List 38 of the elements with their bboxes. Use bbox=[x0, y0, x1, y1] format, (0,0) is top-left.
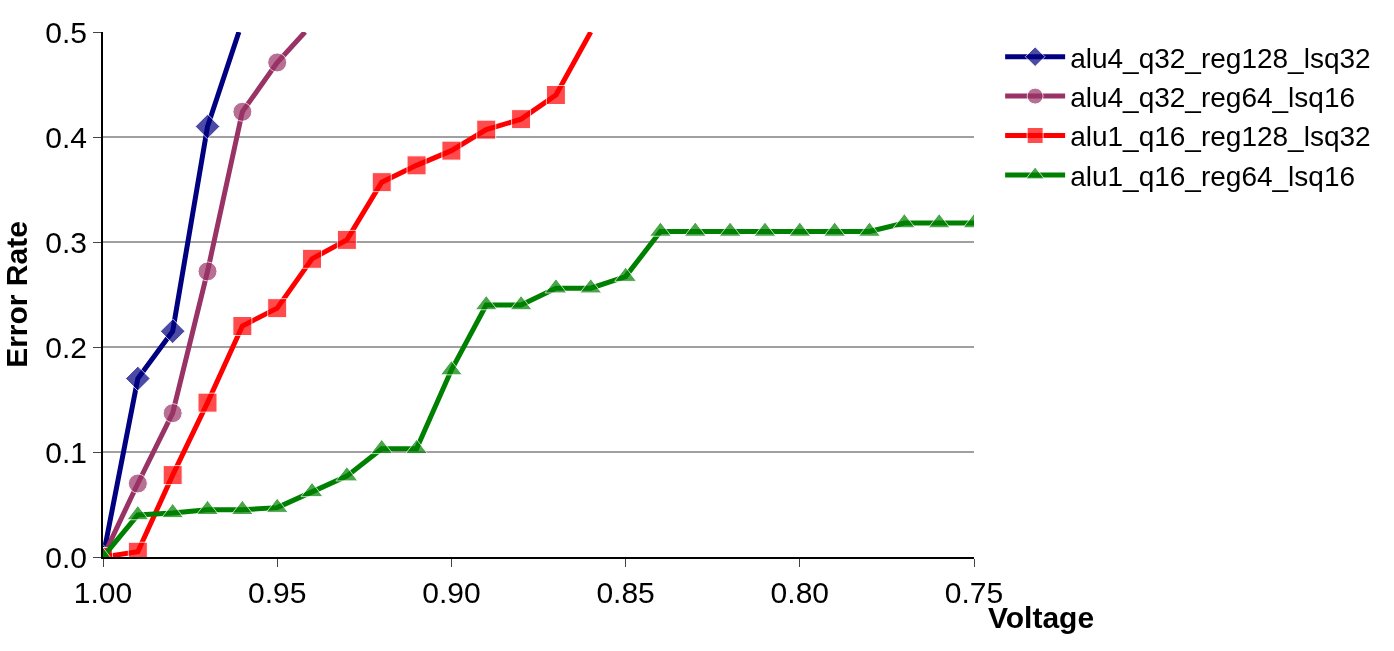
point bbox=[406, 155, 427, 176]
point bbox=[267, 52, 288, 73]
point bbox=[476, 119, 497, 140]
point bbox=[161, 502, 185, 519]
point bbox=[302, 248, 323, 269]
point bbox=[405, 438, 429, 455]
y-axis-title: Error Rate bbox=[0, 221, 33, 368]
point bbox=[300, 481, 324, 498]
legend-label: alu4_q32_reg64_lsq16 bbox=[1070, 82, 1356, 114]
x-tick-label: 0.90 bbox=[422, 576, 481, 609]
point bbox=[232, 316, 253, 336]
y-tick-label: 0.2 bbox=[45, 330, 87, 364]
x-tick-label: 1.00 bbox=[73, 576, 133, 609]
x-tick-label: 0.95 bbox=[248, 576, 307, 609]
legend-label: alu1_q16_reg64_lsq16 bbox=[1070, 160, 1356, 192]
y-tick-label: 0.5 bbox=[45, 15, 87, 49]
point bbox=[511, 109, 532, 130]
x-tick-label: 0.85 bbox=[596, 576, 655, 609]
point bbox=[197, 261, 218, 282]
y-tick-label: 0.4 bbox=[45, 120, 87, 154]
point bbox=[371, 172, 392, 193]
legend-label: alu4_q32_reg128_lsq32 bbox=[1070, 42, 1371, 74]
x-tick-label: 0.80 bbox=[770, 576, 829, 609]
point bbox=[545, 85, 566, 105]
y-tick-label: 0.0 bbox=[45, 540, 87, 574]
point bbox=[370, 438, 394, 455]
point bbox=[336, 229, 357, 250]
point bbox=[267, 298, 288, 319]
point bbox=[159, 318, 186, 345]
point bbox=[124, 365, 151, 392]
y-tick-label: 0.3 bbox=[45, 225, 87, 259]
x-tick-label: 0.75 bbox=[944, 576, 1004, 609]
y-tick-label: 0.1 bbox=[45, 435, 87, 469]
point bbox=[197, 392, 218, 413]
point bbox=[441, 140, 462, 161]
legend-label: alu1_q16_reg128_lsq32 bbox=[1070, 121, 1371, 153]
point bbox=[194, 113, 221, 140]
point bbox=[232, 101, 253, 122]
